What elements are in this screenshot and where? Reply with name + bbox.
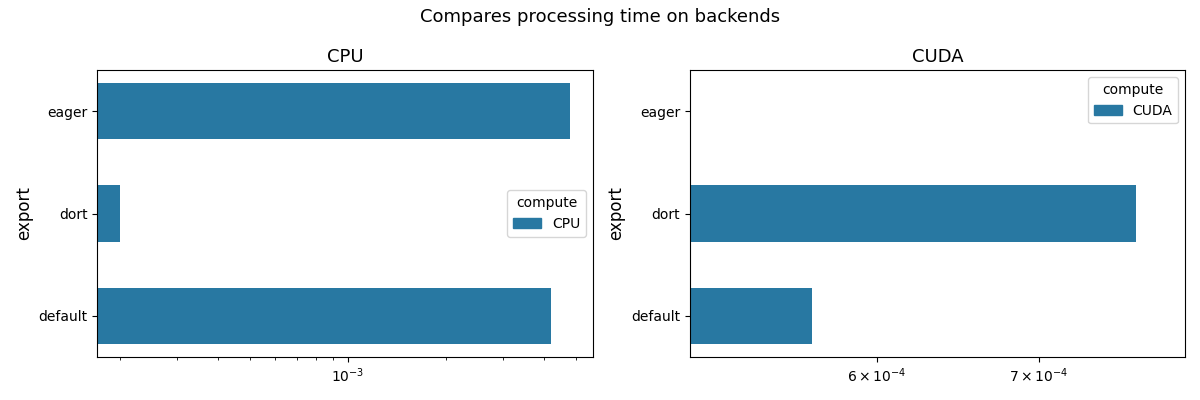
Bar	[0, 83, 570, 140]
Y-axis label: export: export	[14, 186, 32, 240]
Bar	[0, 186, 120, 242]
Bar	[0, 288, 811, 344]
Text: Compares processing time on backends: Compares processing time on backends	[420, 8, 780, 26]
Title: CUDA: CUDA	[912, 48, 964, 66]
Bar	[0, 186, 1136, 242]
Legend: CUDA: CUDA	[1088, 77, 1178, 123]
Bar	[0, 288, 551, 344]
Y-axis label: export: export	[607, 186, 625, 240]
Legend: CPU: CPU	[508, 190, 586, 236]
Title: CPU: CPU	[326, 48, 364, 66]
